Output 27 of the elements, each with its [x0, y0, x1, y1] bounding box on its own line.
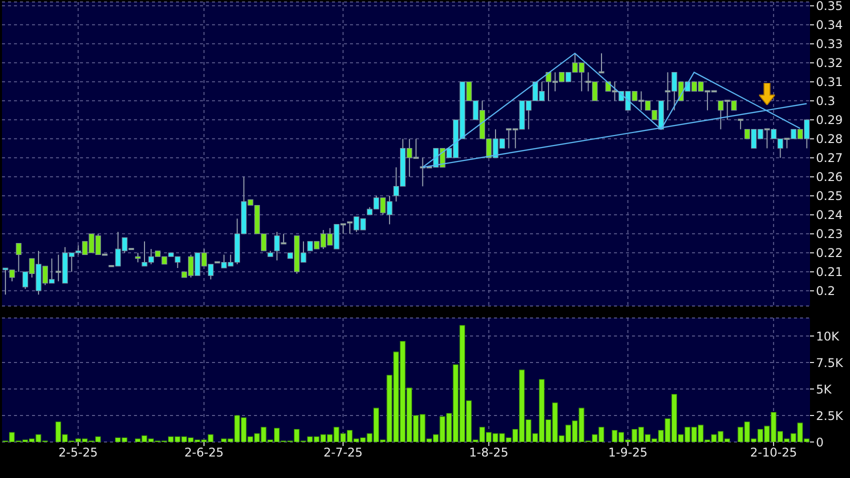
y-tick-label: 0.27	[816, 151, 843, 166]
x-tick-label: 1-9-25	[608, 446, 648, 460]
y-tick-label: 0.25	[816, 189, 843, 204]
x-tick-label: 2-6-25	[184, 446, 224, 460]
y-tick-label: 0	[816, 435, 824, 450]
y-tick-label: 0.26	[816, 170, 843, 184]
y-tick-label: 0.31	[816, 75, 843, 90]
y-tick-label: 0.32	[816, 56, 843, 70]
y-tick-label: 0.21	[816, 265, 843, 280]
y-tick-label: 0.2	[816, 284, 836, 298]
y-tick-label: 0.35	[816, 0, 843, 14]
y-tick-label: 2.5K	[816, 408, 844, 423]
x-tick-label: 2-10-25	[750, 446, 797, 460]
y-tick-label: 0.3	[816, 94, 836, 108]
y-tick-label: 0.29	[816, 113, 843, 128]
x-tick-label: 2-5-25	[58, 446, 98, 460]
y-tick-label: 0.22	[816, 246, 843, 260]
y-tick-label: 0.24	[816, 208, 843, 222]
y-tick-label: 10K	[816, 329, 840, 344]
y-tick-label: 0.23	[816, 227, 843, 242]
y-tick-label: 5K	[816, 382, 833, 396]
x-tick-label: 2-7-25	[323, 446, 363, 460]
y-tick-label: 0.33	[816, 37, 843, 52]
y-tick-label: 0.34	[816, 18, 843, 32]
y-tick-label: 0.28	[816, 132, 843, 146]
y-tick-label: 7.5K	[816, 356, 844, 370]
x-tick-label: 1-8-25	[469, 446, 508, 460]
